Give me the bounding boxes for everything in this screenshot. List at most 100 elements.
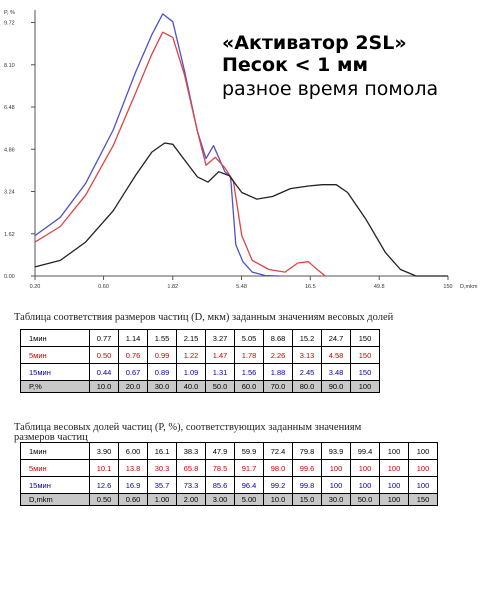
table-cell: 1.47 [205,346,235,364]
table-cell: 0.99 [147,346,177,364]
table-cell: 1.88 [263,363,293,381]
table-cell: 2.45 [292,363,322,381]
table-cell: 2.26 [263,346,293,364]
fraction-by-size-table: 1мин 3.90 6.00 16.1 38.3 47.9 59.9 72.4 79.8 93.9… [20,442,438,506]
table-cell: 70.0 [263,380,293,393]
table-cell: 15.0 [292,493,322,506]
table-cell: 3.13 [292,346,322,364]
size-by-fraction-table: 1мин 0.77 1.14 1.55 2.15 3.27 5.05 8.68 15.2 24.7… [20,329,380,393]
table-cell: 16.1 [147,442,177,460]
table-cell: 0.76 [118,346,148,364]
table-cell: 100 [379,459,409,477]
row-label: D,mkm [20,493,90,506]
table-cell: 100 [408,459,438,477]
x-tick-label: 16.5 [305,284,316,290]
row-label: 15мин [20,363,90,381]
table-cell: 100 [350,459,380,477]
table-cell: 100 [321,476,351,494]
y-tick-label: 3.24 [4,190,15,196]
table-cell: 100 [350,380,380,393]
table-cell: 30.3 [147,459,177,477]
table-cell: 12.6 [89,476,119,494]
table-cell: 0.89 [147,363,177,381]
row-label: 5мин [20,459,90,477]
table1-row: 15мин 0.44 0.67 0.89 1.09 1.31 1.56 1.88 2.45 3.4… [20,363,380,381]
table-cell: 99.4 [350,442,380,460]
x-tick-label: 0.20 [30,284,41,290]
table-cell: 150 [350,346,380,364]
table-cell: 93.9 [321,442,351,460]
table-cell: 50.0 [350,493,380,506]
table-cell: 38.3 [176,442,206,460]
table-cell: 100 [379,493,409,506]
table-cell: 16.9 [118,476,148,494]
x-tick-label: 0.60 [98,284,109,290]
table2-row: 1мин 3.90 6.00 16.1 38.3 47.9 59.9 72.4 79.8 93.9… [20,442,438,460]
table-cell: 99.2 [263,476,293,494]
table-cell: 3.27 [205,329,235,347]
table-cell: 50.0 [205,380,235,393]
table-cell: 100 [379,442,409,460]
table-cell: 0.50 [89,493,119,506]
table-cell: 100 [321,459,351,477]
table-cell: 4.58 [321,346,351,364]
table1-row: 1мин 0.77 1.14 1.55 2.15 3.27 5.05 8.68 15.2 24.7… [20,329,380,347]
table-cell: 1.09 [176,363,206,381]
y-tick-label: 4.86 [4,147,15,153]
table-cell: 0.50 [89,346,119,364]
table-cell: 91.7 [234,459,264,477]
table-cell: 0.44 [89,363,119,381]
table-cell: 98.0 [263,459,293,477]
table-cell: 0.77 [89,329,119,347]
row-label: 1мин [20,442,90,460]
table-cell: 100 [350,476,380,494]
table-cell: 1.56 [234,363,264,381]
chart-title: «Активатор 2SL» [222,32,407,54]
table-cell: 60.0 [234,380,264,393]
table-cell: 1.22 [176,346,206,364]
x-tick-label: 1.82 [167,284,178,290]
table2-caption-line2: размеров частиц [14,432,88,443]
table-cell: 80.0 [292,380,322,393]
table-cell: 5.05 [234,329,264,347]
y-tick-label: 6.48 [4,105,15,111]
table-cell: 72.4 [263,442,293,460]
table1-row: P,% 10.0 20.0 30.0 40.0 50.0 60.0 70.0 80.0 90.0 1… [20,380,380,393]
row-label: 5мин [20,346,90,364]
table2-row: 5мин 10.1 13.8 30.3 65.8 78.5 91.7 98.0 99.6 100 1… [20,459,438,477]
series-line-3 [34,142,448,277]
y-tick-label: 8.10 [4,63,15,69]
table-cell: 85.6 [205,476,235,494]
y-tick-label: 0.00 [4,274,15,280]
row-label: P,% [20,380,90,393]
table-cell: 150 [350,363,380,381]
table-cell: 3.48 [321,363,351,381]
table-cell: 100 [408,476,438,494]
table-cell: 15.2 [292,329,322,347]
table-cell: 30.0 [147,380,177,393]
table-cell: 78.5 [205,459,235,477]
chart-subtitle-grinding-time: разное время помола [222,78,439,100]
table-cell: 13.8 [118,459,148,477]
table-cell: 2.15 [176,329,206,347]
chart-subtitle-material: Песок < 1 мм [222,54,369,76]
series-line-2 [34,31,326,277]
y-tick-label: 9.72 [4,21,15,27]
x-tick-label: 5.48 [236,284,247,290]
table-cell: 99.8 [292,476,322,494]
table1-row: 5мин 0.50 0.76 0.99 1.22 1.47 1.78 2.26 3.13 4.58… [20,346,380,364]
table-cell: 30.0 [321,493,351,506]
row-label: 15мин [20,476,90,494]
table-cell: 100 [408,442,438,460]
table-cell: 24.7 [321,329,351,347]
table-cell: 40.0 [176,380,206,393]
table-cell: 5.00 [234,493,264,506]
table-cell: 73.3 [176,476,206,494]
x-tick-label: 150 [443,284,452,290]
table-cell: 1.14 [118,329,148,347]
particle-size-chart: 0.00 1.62 3.24 4.86 6.48 8.10 9.72 P, % 0.20 0.60… [4,10,478,290]
table-cell: 99.6 [292,459,322,477]
table-cell: 3.00 [205,493,235,506]
table-cell: 0.67 [118,363,148,381]
table-cell: 1.31 [205,363,235,381]
